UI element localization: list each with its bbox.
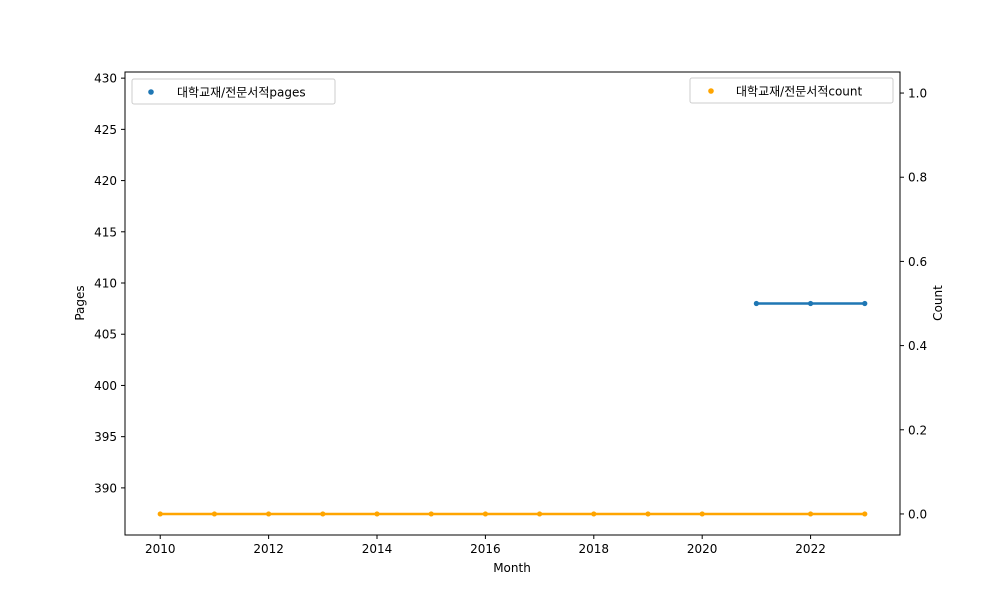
x-axis: 2010 2012 2014 2016 2018 2020 2022 xyxy=(145,535,826,556)
legend-right-marker xyxy=(708,88,714,94)
series-1-point xyxy=(862,511,868,517)
legend-left-label: 대학교재/전문서적pages xyxy=(177,86,306,100)
series-1-point xyxy=(645,511,651,517)
x-tick-label: 2016 xyxy=(470,542,501,556)
y2-tick-label: 0.4 xyxy=(908,339,927,353)
y-tick-label: 405 xyxy=(94,328,117,342)
y-tick-label: 415 xyxy=(94,225,117,239)
x-tick-label: 2010 xyxy=(145,542,176,556)
x-tick-label: 2014 xyxy=(362,542,393,556)
legend-right-label: 대학교재/전문서적count xyxy=(736,85,863,99)
legend-left: 대학교재/전문서적pages xyxy=(131,78,336,105)
legend-left-box xyxy=(131,78,336,105)
plot-frame xyxy=(124,71,901,536)
series-1-point xyxy=(428,511,434,517)
y-axis-left: 390 395 400 405 410 415 420 425 430 xyxy=(94,72,125,495)
series-1-point xyxy=(157,511,163,517)
y-tick-label: 430 xyxy=(94,72,117,86)
y-tick-label: 420 xyxy=(94,174,117,188)
y2-tick-label: 0.8 xyxy=(908,171,927,185)
y-axis-label: Pages xyxy=(73,285,87,320)
series-layer xyxy=(157,300,868,517)
series-1-point xyxy=(699,511,705,517)
legend-right: 대학교재/전문서적count xyxy=(689,77,894,104)
series-1-point xyxy=(591,511,597,517)
series-0-point xyxy=(862,300,868,307)
x-tick-label: 2022 xyxy=(795,542,826,556)
y2-tick-label: 1.0 xyxy=(908,87,927,101)
y2-tick-label: 0.2 xyxy=(908,423,927,437)
series-1-point xyxy=(320,511,326,517)
series-0-point xyxy=(753,300,759,307)
x-tick-label: 2012 xyxy=(253,542,284,556)
y2-axis-label: Count xyxy=(931,285,945,321)
legend-left-marker xyxy=(148,89,154,95)
y-tick-label: 390 xyxy=(94,481,117,495)
x-tick-label: 2020 xyxy=(687,542,718,556)
series-1-point xyxy=(807,511,814,517)
y-axis-right: 0.0 0.2 0.4 0.6 0.8 1.0 xyxy=(900,87,927,521)
y-tick-label: 395 xyxy=(94,430,117,444)
x-axis-label: Month xyxy=(493,561,531,575)
y-tick-label: 400 xyxy=(94,379,117,393)
x-tick-label: 2018 xyxy=(579,542,610,556)
series-1-point xyxy=(536,511,543,517)
y-tick-label: 425 xyxy=(94,123,117,137)
series-0-point xyxy=(807,300,814,307)
series-1-point xyxy=(266,511,272,517)
y2-tick-label: 0.0 xyxy=(908,507,927,521)
y2-tick-label: 0.6 xyxy=(908,255,927,269)
legend-right-box xyxy=(689,77,894,104)
series-1-point xyxy=(211,511,218,517)
y-tick-label: 410 xyxy=(94,277,117,291)
series-1-point xyxy=(374,511,380,517)
series-1-point xyxy=(482,511,489,517)
